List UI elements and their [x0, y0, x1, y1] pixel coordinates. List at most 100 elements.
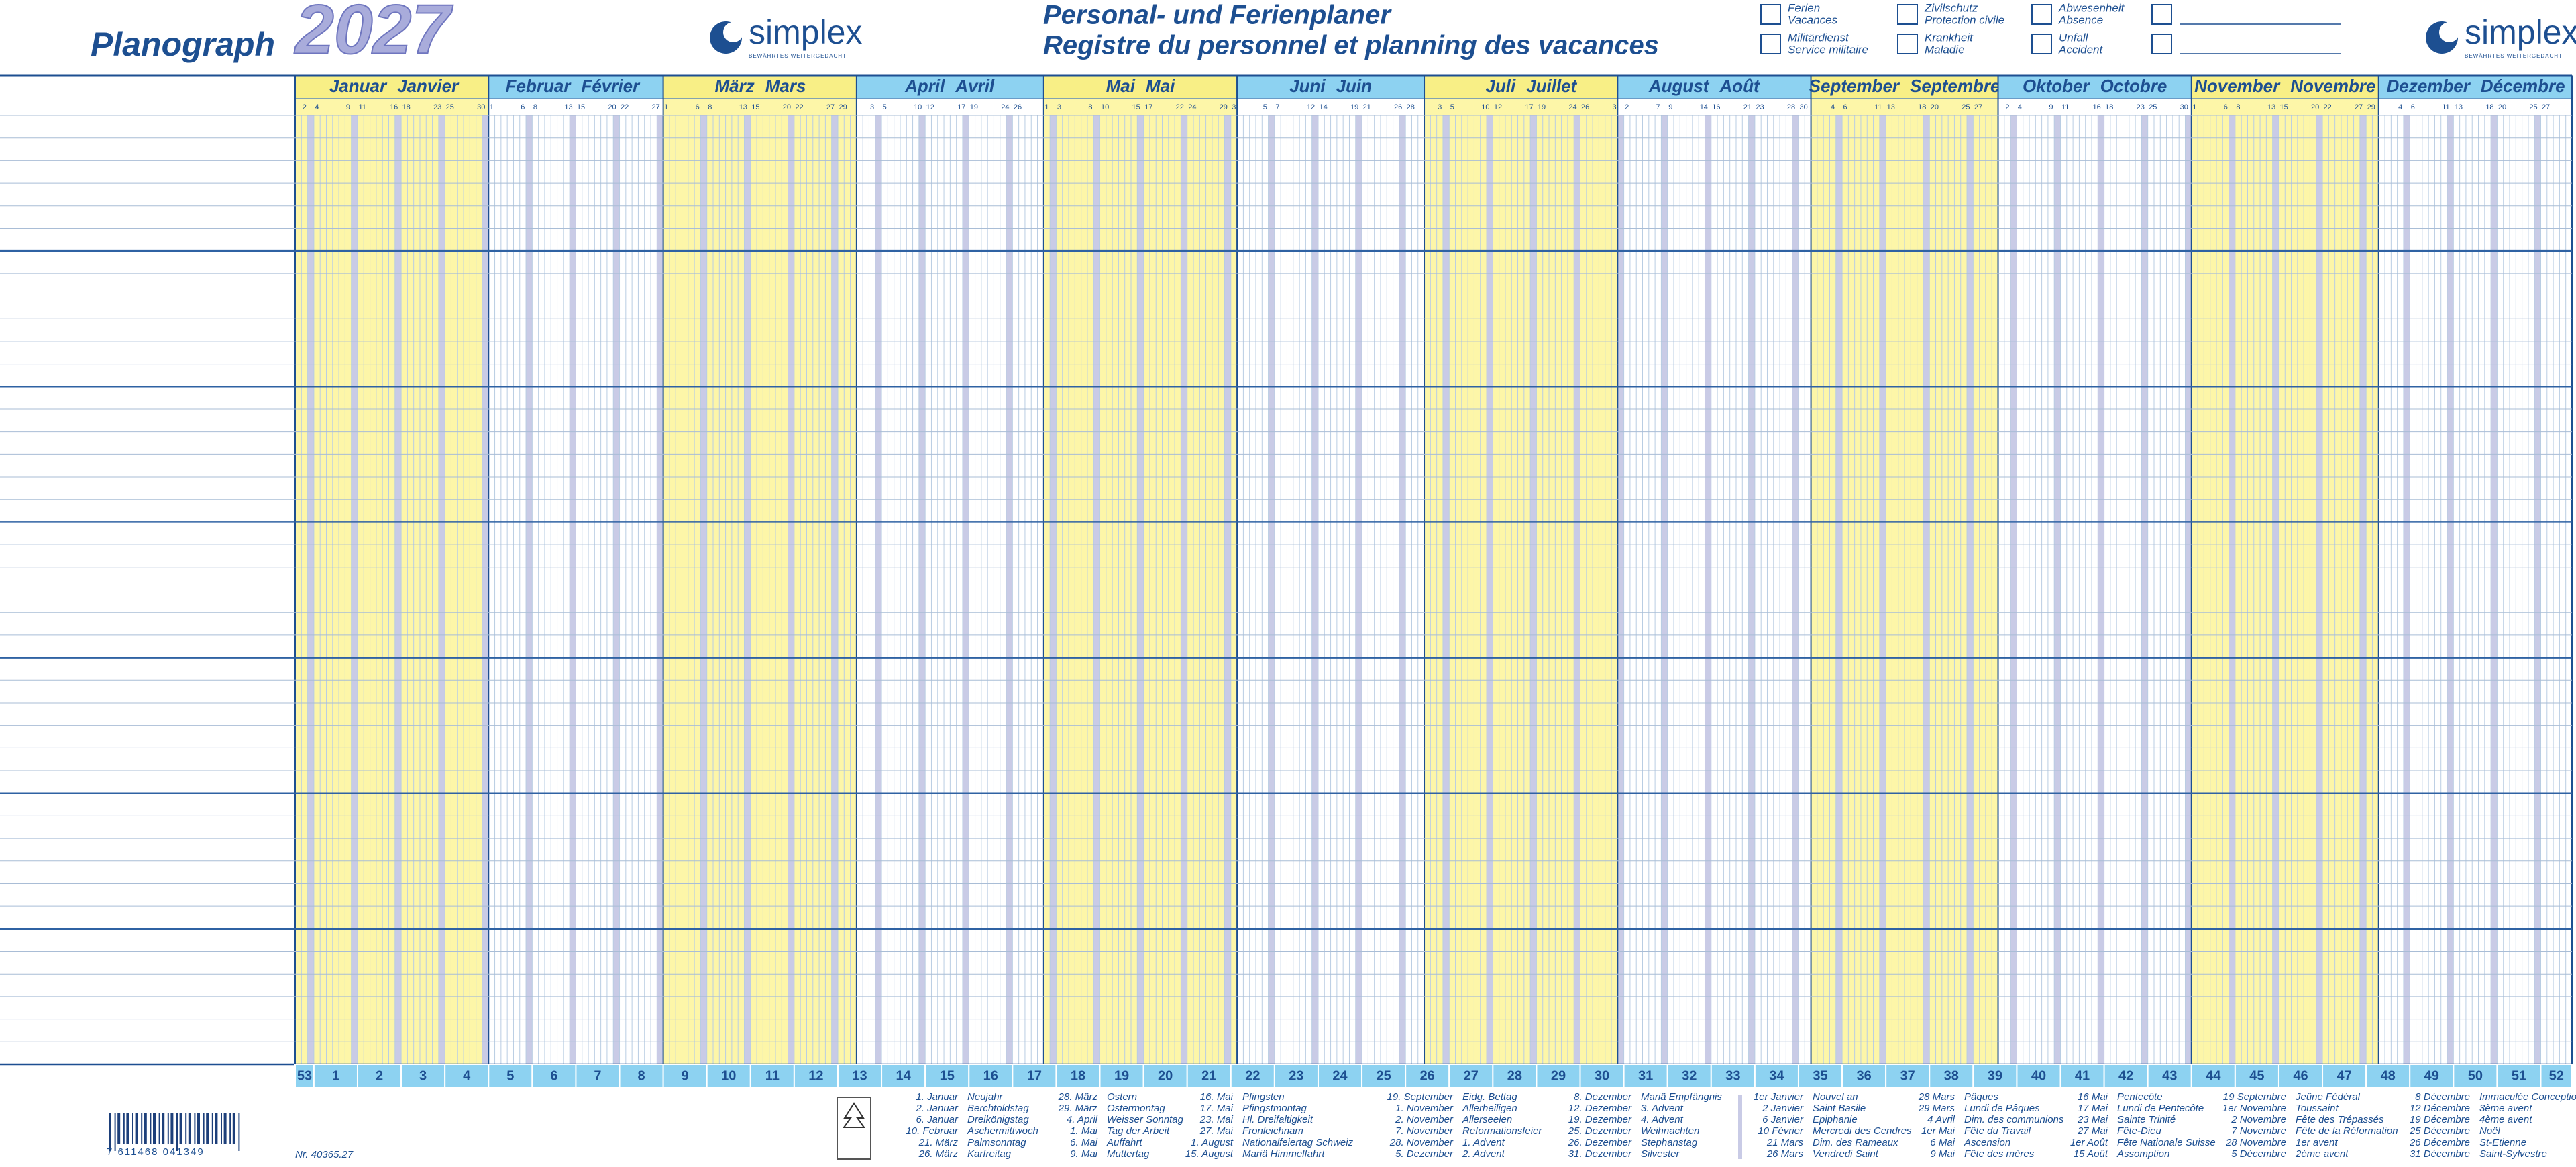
barcode-bar [170, 1113, 174, 1144]
month-de: April [904, 76, 945, 96]
holiday-date: 29 Mars [1918, 1103, 1955, 1114]
day-number: 29 [2367, 103, 2375, 111]
day-number: 1 [1044, 103, 1049, 111]
holiday-date: 2 Janvier [1762, 1103, 1804, 1114]
barcode-bar [203, 1113, 205, 1144]
holiday-name: Vendredi Saint [1813, 1148, 1879, 1160]
holiday-date: 25 Décembre [2409, 1125, 2470, 1137]
day-number: 27 [2542, 103, 2550, 111]
day-row [1043, 98, 1238, 116]
holiday-date: 15. August [1185, 1148, 1234, 1160]
day-number: 11 [358, 103, 366, 111]
holiday-name: Toussaint [2296, 1103, 2339, 1114]
holiday-date: 21 Mars [1766, 1137, 1804, 1148]
checkbox[interactable] [2151, 4, 2172, 25]
holiday-date: 4 Avril [1927, 1114, 1955, 1125]
checkbox[interactable] [2031, 4, 2052, 25]
month-de: Oktober [2023, 76, 2091, 96]
day-number: 13 [1887, 103, 1895, 111]
holiday-date: 2. Januar [915, 1103, 959, 1114]
week-cell [1492, 1064, 1538, 1088]
day-number: 25 [2149, 103, 2157, 111]
week-number: 38 [1944, 1068, 1959, 1083]
day-number: 10 [914, 103, 922, 111]
day-number: 19 [1538, 103, 1546, 111]
week-number: 8 [638, 1068, 645, 1083]
week-number: 36 [1856, 1068, 1871, 1083]
barcode-bar [188, 1113, 191, 1144]
month-header [856, 75, 1044, 99]
holiday-date: 4. April [1067, 1114, 1098, 1125]
article-number: Nr. 40365.27 [295, 1149, 354, 1160]
day-number: 11 [2061, 103, 2069, 111]
holiday-name: Ostermontag [1107, 1103, 1165, 1114]
month-header [1424, 75, 1619, 99]
checkbox[interactable] [2031, 34, 2052, 54]
checkbox[interactable] [1760, 34, 1781, 54]
day-number: 25 [1962, 103, 1970, 111]
checkbox[interactable] [1760, 4, 1781, 25]
holiday-name: Tag der Arbeit [1107, 1125, 1170, 1137]
week-cell [400, 1064, 446, 1088]
year: 2027 [294, 0, 453, 68]
barcode-bar [123, 1113, 125, 1144]
week-cell [1754, 1064, 1799, 1088]
day-number: 12 [1494, 103, 1502, 111]
holiday-name: Allerseelen [1462, 1114, 1512, 1125]
week-number: 47 [2337, 1068, 2351, 1083]
week-number: 22 [1245, 1068, 1260, 1083]
week-cell [2409, 1064, 2455, 1088]
holiday-name: 1er avent [2296, 1137, 2338, 1148]
week-number: 24 [1332, 1068, 1348, 1083]
holiday-date: 28. März [1058, 1091, 1098, 1103]
holiday-name: Silvester [1641, 1148, 1680, 1160]
day-number: 5 [1450, 103, 1454, 111]
day-number: 8 [708, 103, 712, 111]
day-number: 4 [315, 103, 319, 111]
holiday-date: 27. Mai [1199, 1125, 1234, 1137]
calendar-body [294, 99, 2572, 1064]
day-row [1617, 98, 1812, 116]
day-number: 16 [390, 103, 398, 111]
day-number: 22 [2324, 103, 2332, 111]
month-header [662, 75, 857, 99]
holiday-date: 28 Novembre [2225, 1137, 2286, 1148]
week-number: 50 [2468, 1068, 2483, 1083]
barcode-bar [185, 1113, 187, 1144]
day-number: 28 [1407, 103, 1415, 111]
month-fr: Janvier [397, 76, 460, 96]
legend-fr: Service militaire [1788, 43, 1868, 56]
holiday-date: 17. Mai [1200, 1103, 1234, 1114]
holiday-date: 1er Janvier [1754, 1091, 1804, 1103]
legend-de: Ferien [1788, 1, 1820, 14]
week-number: 53 [297, 1068, 312, 1083]
week-cell [793, 1064, 839, 1088]
week-number: 20 [1158, 1068, 1173, 1083]
barcode-bar [153, 1113, 156, 1144]
month-header [1236, 75, 1425, 99]
checkbox[interactable] [1897, 34, 1918, 54]
holiday-name: Allerheiligen [1462, 1103, 1517, 1114]
day-number: 8 [533, 103, 537, 111]
day-number: 30 [1799, 103, 1807, 111]
holiday-date: 26. Dezember [1568, 1137, 1632, 1148]
day-number: 15 [577, 103, 585, 111]
holiday-name: Berchtoldstag [967, 1103, 1029, 1114]
week-cell [1317, 1064, 1363, 1088]
week-number: 51 [2512, 1068, 2526, 1083]
holiday-name: 4. Advent [1641, 1114, 1684, 1125]
day-number: 13 [739, 103, 747, 111]
fsc-logo [837, 1097, 871, 1160]
holiday-date: 6. Mai [1070, 1137, 1098, 1148]
barcode-bar [221, 1113, 222, 1144]
barcode-bar [135, 1113, 138, 1144]
barcode-bar [114, 1113, 116, 1151]
barcode-bar [109, 1113, 111, 1151]
checkbox[interactable] [1897, 4, 1918, 25]
checkbox[interactable] [2151, 34, 2172, 54]
barcode-bar [132, 1113, 133, 1144]
day-number: 29 [839, 103, 847, 111]
month-fr: Décembre [2481, 76, 2565, 96]
holiday-name: Fête-Dieu [2117, 1125, 2162, 1137]
barcode-bar [232, 1113, 235, 1144]
